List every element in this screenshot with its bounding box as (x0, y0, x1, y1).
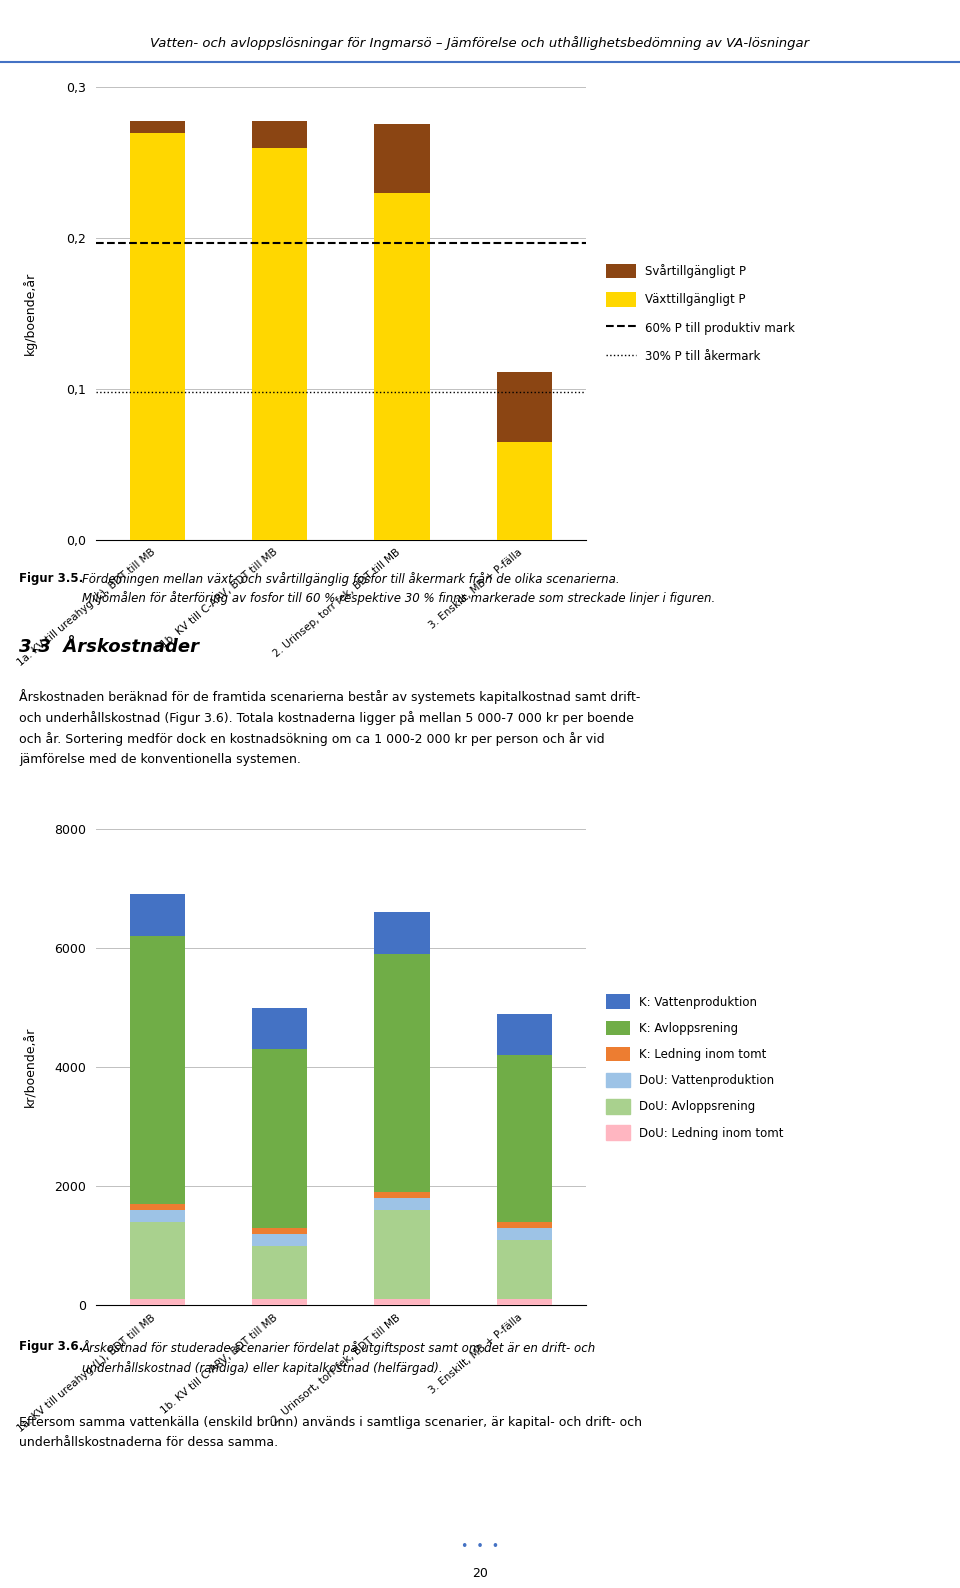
Text: Årskostnad för studerade scenarier fördelat på utgiftspost samt om det är en dri: Årskostnad för studerade scenarier förde… (82, 1340, 596, 1375)
Bar (497, 1299, 552, 1305)
Bar (374, 124, 429, 192)
Bar (130, 1223, 184, 1299)
Bar (130, 121, 184, 133)
Text: 3. Enskilt, MB + P-fälla: 3. Enskilt, MB + P-fälla (427, 546, 524, 630)
Y-axis label: kr/boende,år: kr/boende,år (24, 1027, 37, 1107)
Text: 3. Enskilt, MB + P-fälla: 3. Enskilt, MB + P-fälla (427, 1312, 524, 1396)
Bar (374, 1210, 429, 1299)
Bar (497, 1223, 552, 1228)
Bar (374, 912, 429, 954)
Text: Vatten- och avloppslösningar för Ingmarsö – Jämförelse och uthållighetsbedömning: Vatten- och avloppslösningar för Ingmars… (151, 37, 809, 51)
Text: 1b. KV till C-ARV, BDT till MB: 1b. KV till C-ARV, BDT till MB (159, 1312, 279, 1415)
Text: Fördelningen mellan växt- och svårtillgänglig fosfor till åkermark från de olika: Fördelningen mellan växt- och svårtillgä… (82, 572, 715, 605)
Bar (252, 121, 307, 148)
Bar (130, 1299, 184, 1305)
Bar (374, 1197, 429, 1210)
Bar (497, 1056, 552, 1223)
Legend: Svårtillgängligt P, Växttillgängligt P, 60% P till produktiv mark, 30% P till åk: Svårtillgängligt P, Växttillgängligt P, … (606, 264, 795, 364)
Text: 2. Urinsep, torr fek, BDT till MB: 2. Urinsep, torr fek, BDT till MB (272, 546, 402, 659)
Bar (497, 441, 552, 540)
Bar (252, 1299, 307, 1305)
Text: Figur 3.6.: Figur 3.6. (19, 1340, 84, 1353)
Bar (252, 1245, 307, 1299)
Bar (130, 1204, 184, 1210)
Text: 3.3  Årskostnader: 3.3 Årskostnader (19, 638, 200, 656)
Text: 20: 20 (472, 1567, 488, 1580)
Text: 2. Urinsort, torr fek, BDT till MB: 2. Urinsort, torr fek, BDT till MB (270, 1312, 402, 1426)
Bar (374, 192, 429, 540)
Bar (497, 373, 552, 441)
Bar (130, 1210, 184, 1223)
Y-axis label: kg/boende,år: kg/boende,år (23, 272, 37, 356)
Text: Figur 3.5.: Figur 3.5. (19, 572, 84, 584)
Bar (130, 935, 184, 1204)
Text: •  •  •: • • • (461, 1540, 499, 1553)
Bar (252, 1050, 307, 1228)
Bar (374, 954, 429, 1193)
Bar (252, 1234, 307, 1245)
Text: Årskostnaden beräknad för de framtida scenarierna består av systemets kapitalkos: Årskostnaden beräknad för de framtida sc… (19, 689, 640, 765)
Bar (374, 1193, 429, 1197)
Bar (374, 1299, 429, 1305)
Legend: K: Vattenproduktion, K: Avloppsrening, K: Ledning inom tomt, DoU: Vattenprodukti: K: Vattenproduktion, K: Avloppsrening, K… (606, 994, 783, 1140)
Text: Eftersom samma vattenkälla (enskild brunn) används i samtliga scenarier, är kapi: Eftersom samma vattenkälla (enskild brun… (19, 1416, 642, 1448)
Bar (252, 1008, 307, 1050)
Text: 1b. KV till C-ARV, BDT till MB: 1b. KV till C-ARV, BDT till MB (159, 546, 279, 649)
Bar (252, 1228, 307, 1234)
Bar (497, 1228, 552, 1240)
Text: 1a. KV till ureahyg (L), BDT till MB: 1a. KV till ureahyg (L), BDT till MB (15, 1312, 157, 1434)
Bar (497, 1013, 552, 1056)
Bar (130, 894, 184, 935)
Bar (130, 133, 184, 540)
Text: 1a. KV till ureahyg (L), BDT till MB: 1a. KV till ureahyg (L), BDT till MB (15, 546, 157, 669)
Bar (497, 1240, 552, 1299)
Bar (252, 148, 307, 540)
